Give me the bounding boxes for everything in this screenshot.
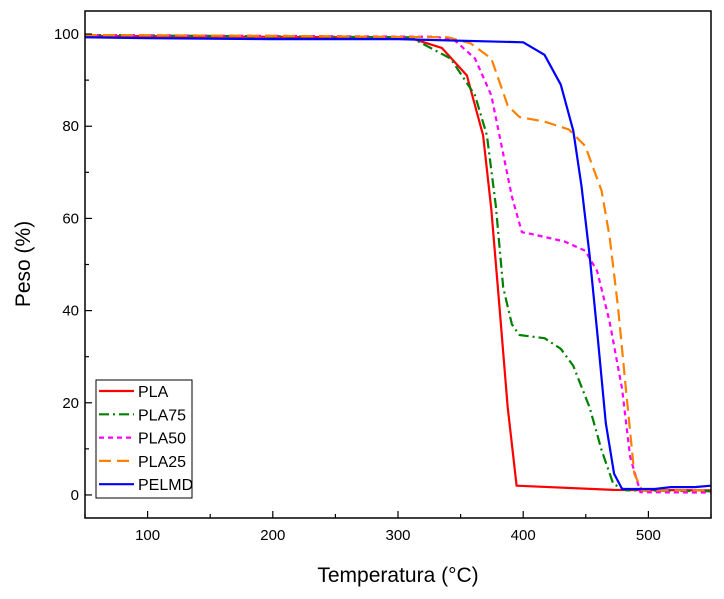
legend-label-pla25: PLA25 <box>138 454 186 471</box>
legend-label-pla50: PLA50 <box>138 431 186 448</box>
y-tick-label: 80 <box>62 118 79 135</box>
x-tick-label: 100 <box>135 527 160 544</box>
legend-label-pelmd: PELMD <box>138 477 193 494</box>
legend-box <box>95 379 193 499</box>
x-tick-label: 400 <box>511 527 536 544</box>
y-tick-label: 100 <box>54 26 79 43</box>
x-axis-label: Temperatura (°C) <box>317 564 478 587</box>
x-tick-label: 500 <box>636 527 661 544</box>
series-line-pla75 <box>84 33 712 493</box>
y-axis-label: Peso (%) <box>12 221 35 307</box>
plot-series-group <box>84 33 712 494</box>
legend: PLA PLA75 PLA50 PLA25 PELMD <box>95 379 193 499</box>
y-tick-label: 20 <box>62 395 79 412</box>
y-tick-label: 60 <box>62 210 79 227</box>
x-tick-label: 300 <box>385 527 410 544</box>
y-tick-label: 0 <box>71 487 79 504</box>
series-line-pelmd <box>84 36 712 491</box>
axes-group: 100 200 300 400 500 0 20 40 60 80 100 <box>54 26 712 544</box>
legend-label-pla: PLA <box>138 384 169 401</box>
y-tick-label: 40 <box>62 303 79 320</box>
x-tick-label: 200 <box>260 527 285 544</box>
legend-label-pla75: PLA75 <box>138 407 186 424</box>
